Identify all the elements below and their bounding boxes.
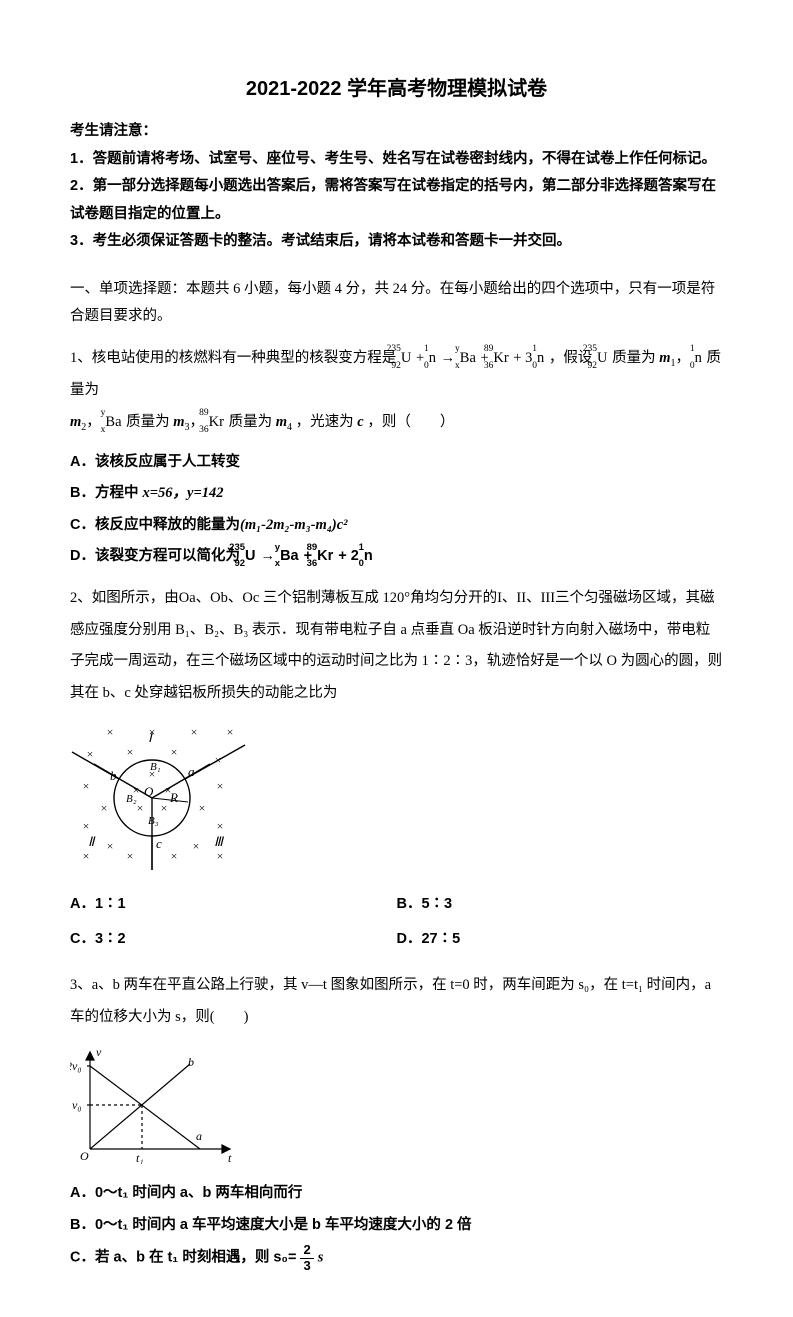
instruction-line-3: 3．考生必须保证答题卡的整洁。考试结束后，请将本试卷和答题卡一并交回。 xyxy=(70,228,723,256)
svg-text:v₀: v₀ xyxy=(72,1098,82,1112)
svg-text:×: × xyxy=(83,849,90,863)
svg-text:a: a xyxy=(196,1129,202,1143)
nuclide-kr3: 8936Kr xyxy=(317,543,333,571)
nuclide-u235b: 23592U xyxy=(597,343,607,375)
q1-stem-1: 1、核电站使用的核燃料有一种典型的核裂变方程是 xyxy=(70,350,400,366)
svg-text:Ⅲ: Ⅲ xyxy=(214,834,225,849)
svg-text:×: × xyxy=(107,839,114,853)
svg-text:×: × xyxy=(171,745,178,759)
q1-l2a: 质量为 xyxy=(126,414,173,430)
nuclide-u235: 23592U xyxy=(401,343,411,375)
q1-option-d: D．该裂变方程可以简化为 23592U → yxBa + 8936Kr + 2 … xyxy=(70,543,723,571)
q2-option-a: A．1∶1 xyxy=(70,891,397,919)
nuclide-n4: 10n xyxy=(364,543,373,571)
q1-optb-pre: B．方程中 xyxy=(70,485,143,501)
svg-text:c: c xyxy=(156,836,162,851)
q1-option-a: A．该核反应属于人工转变 xyxy=(70,449,723,477)
svg-text:×: × xyxy=(217,849,224,863)
q3-option-a: A．0～t₁ 时间内 a、b 两车相向而行 xyxy=(70,1180,723,1208)
svg-text:b: b xyxy=(188,1055,194,1069)
q2-option-b: B．5∶3 xyxy=(397,891,724,919)
nuclide-kr2: 8936Kr xyxy=(209,407,224,439)
svg-text:×: × xyxy=(227,725,234,739)
q3-figure: v t O a b t₁ v₀ 2v₀ xyxy=(70,1044,723,1175)
svg-text:t: t xyxy=(228,1151,232,1164)
svg-text:b: b xyxy=(110,768,117,783)
section1-header: 一、单项选择题：本题共 6 小题，每小题 4 分，共 24 分。在每小题给出的四… xyxy=(70,276,723,331)
question-1: 1、核电站使用的核燃料有一种典型的核裂变方程是 23592U + 10n → y… xyxy=(70,343,723,439)
q2-figure: ×××× ×××× ××× ×× ×××××× ×××××× Ⅰ Ⅱ Ⅲ a b… xyxy=(70,720,723,881)
q1-optb-eq: x=56，y=142 xyxy=(143,485,224,501)
svg-text:×: × xyxy=(199,801,206,815)
nuclide-n: 10n xyxy=(429,343,436,375)
svg-text:×: × xyxy=(171,849,178,863)
nuclide-n3: 10n xyxy=(695,343,702,375)
question-2: 2、如图所示，由Oa、Ob、Oc 三个铝制薄板互成 120°角均匀分开的I、II… xyxy=(70,583,723,711)
question-3: 3、a、b 两车在平直公路上行驶，其 v—t 图象如图所示，在 t=0 时，两车… xyxy=(70,970,723,1034)
q1-option-b: B．方程中 x=56，y=142 xyxy=(70,480,723,508)
svg-text:O: O xyxy=(144,784,154,799)
q2-option-c: C．3∶2 xyxy=(70,926,397,954)
svg-text:×: × xyxy=(161,801,168,815)
q2-option-d: D．27∶5 xyxy=(397,926,724,954)
svg-text:a: a xyxy=(188,764,195,779)
q1-stem-3: 质量为 xyxy=(612,350,659,366)
svg-text:Ⅱ: Ⅱ xyxy=(88,834,96,849)
nuclide-ba2: yxBa xyxy=(105,407,121,439)
svg-text:B₃: B₃ xyxy=(148,815,159,827)
svg-text:×: × xyxy=(87,747,94,761)
svg-text:t₁: t₁ xyxy=(136,1151,144,1164)
svg-text:×: × xyxy=(83,779,90,793)
svg-text:×: × xyxy=(107,725,114,739)
svg-text:O: O xyxy=(80,1149,89,1163)
instruction-line-1: 1．答题前请将考场、试室号、座位号、考生号、姓名写在试卷密封线内，不得在试卷上作… xyxy=(70,146,723,174)
q3-optc-suf: s xyxy=(318,1250,324,1266)
nuclide-ba3: yxBa xyxy=(280,543,299,571)
svg-text:v: v xyxy=(96,1045,102,1059)
q3-option-c: C．若 a、b 在 t₁ 时刻相遇，则 s₀= 2 3 s xyxy=(70,1243,723,1273)
q1-option-c: C．核反应中释放的能量为(m₁-2m₂-m₃-m₄)c² xyxy=(70,512,723,540)
svg-text:×: × xyxy=(127,745,134,759)
q3-option-b: B．0～t₁ 时间内 a 车平均速度大小是 b 车平均速度大小的 2 倍 xyxy=(70,1212,723,1240)
page-title: 2021-2022 学年高考物理模拟试卷 xyxy=(70,70,723,108)
svg-text:×: × xyxy=(217,779,224,793)
svg-text:×: × xyxy=(127,849,134,863)
svg-text:B₁: B₁ xyxy=(150,761,161,773)
q1-optc-pre: C．核反应中释放的能量为 xyxy=(70,517,240,533)
svg-text:×: × xyxy=(101,801,108,815)
svg-text:×: × xyxy=(137,801,144,815)
q3-optc-pre: C．若 a、b 在 t₁ 时刻相遇，则 s₀= xyxy=(70,1250,296,1266)
q1-optd-pre: D．该裂变方程可以简化为 xyxy=(70,548,240,564)
instructions-header: 考生请注意： xyxy=(70,118,723,146)
svg-text:B₂: B₂ xyxy=(126,793,137,805)
nuclide-n2: 10n xyxy=(537,343,544,375)
q2-options: A．1∶1 B．5∶3 C．3∶2 D．27∶5 xyxy=(70,887,723,958)
q1-l2b: 质量为 xyxy=(229,414,276,430)
q1-l2c: ，光速为 xyxy=(296,414,358,430)
q1-l2d: ，则（ ） xyxy=(367,414,454,430)
svg-text:×: × xyxy=(191,725,198,739)
svg-text:×: × xyxy=(193,839,200,853)
instructions-block: 考生请注意： 1．答题前请将考场、试室号、座位号、考生号、姓名写在试卷密封线内，… xyxy=(70,118,723,256)
q1-optc-eq: (m₁-2m₂-m₃-m₄)c² xyxy=(240,517,348,533)
nuclide-ba: yxBa xyxy=(460,343,476,375)
instruction-line-2: 2．第一部分选择题每小题选出答案后，需将答案写在试卷指定的括号内，第二部分非选择… xyxy=(70,173,723,228)
svg-text:×: × xyxy=(83,819,90,833)
nuclide-kr: 8936Kr xyxy=(493,343,508,375)
svg-text:2v₀: 2v₀ xyxy=(70,1059,82,1073)
svg-text:×: × xyxy=(217,819,224,833)
fraction-2-3: 2 3 xyxy=(300,1243,313,1273)
svg-text:R: R xyxy=(169,790,178,805)
svg-text:×: × xyxy=(215,753,222,767)
nuclide-u235c: 23592U xyxy=(245,543,255,571)
